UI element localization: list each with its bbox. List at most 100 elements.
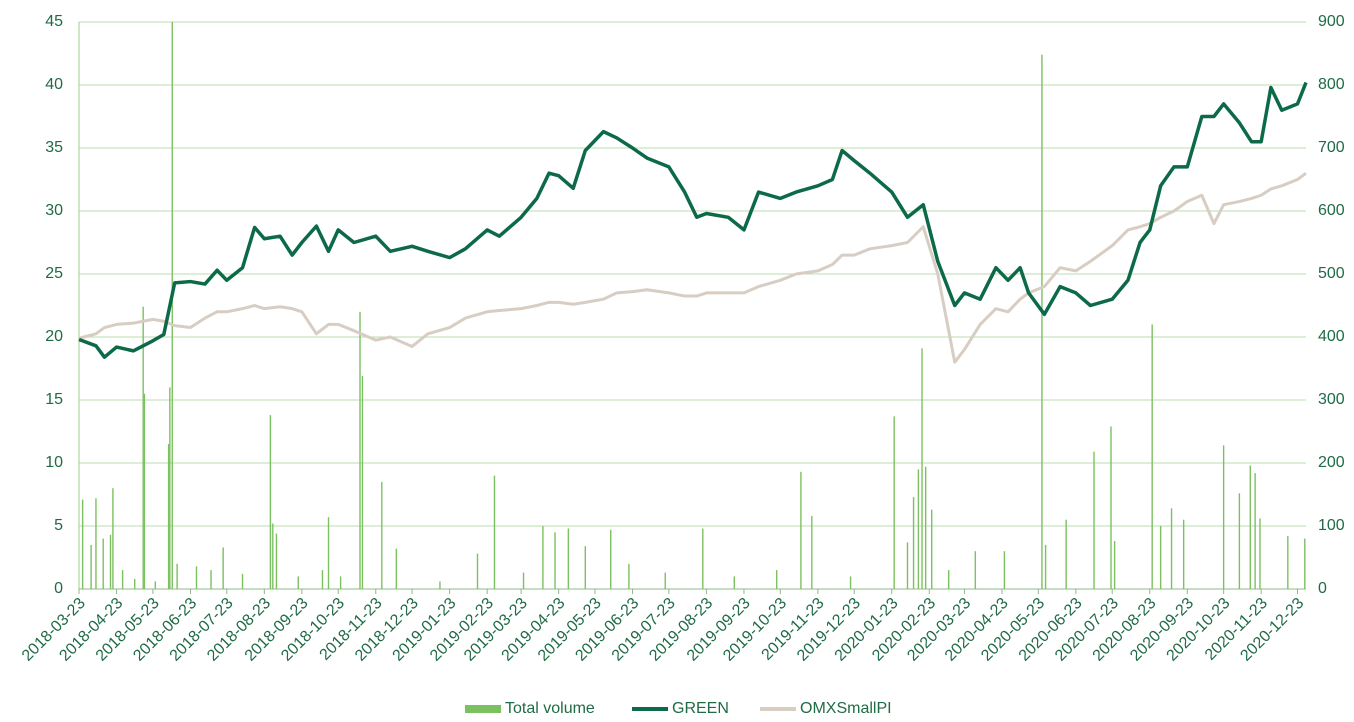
y-tick-label: 40 (45, 76, 63, 93)
volume-bar (134, 578, 136, 589)
legend-label: GREEN (672, 700, 729, 717)
volume-bar (893, 416, 895, 589)
volume-bar (95, 498, 97, 589)
y2-tick-label: 300 (1318, 391, 1345, 408)
volume-bar (81, 499, 84, 589)
volume-bar (906, 542, 909, 589)
volume-bar (1287, 536, 1289, 589)
volume-bar (921, 348, 923, 589)
y-tick-label: 15 (45, 391, 63, 408)
volume-bar (1238, 493, 1241, 589)
volume-bar (1093, 451, 1095, 589)
y-tick-label: 45 (45, 13, 63, 30)
y2-tick-label: 400 (1318, 328, 1345, 345)
volume-bar (924, 466, 927, 589)
y-tick-label: 5 (54, 517, 63, 534)
volume-bar (222, 547, 224, 589)
line-series (78, 171, 1307, 364)
volume-bar (493, 475, 496, 589)
y-tick-label: 35 (45, 139, 63, 156)
volume-bar (167, 444, 170, 589)
volume-bar (522, 572, 525, 589)
y-tick-label: 20 (45, 328, 63, 345)
volume-bar (143, 393, 146, 589)
volume-bar (1041, 54, 1043, 589)
volume-bar (1259, 518, 1261, 589)
volume-bar (567, 528, 570, 589)
y2-tick-label: 600 (1318, 202, 1345, 219)
volume-bar (849, 576, 852, 589)
volume-bar (1065, 519, 1067, 589)
volume-bar (1159, 526, 1162, 589)
volume-bar (90, 544, 92, 589)
volume-bar (210, 570, 212, 589)
volume-bar (917, 469, 920, 589)
volume-bar (947, 570, 950, 589)
y2-tick-label: 900 (1318, 13, 1345, 30)
y2-tick-label: 800 (1318, 76, 1345, 93)
volume-bar (1113, 541, 1116, 589)
y-tick-label: 30 (45, 202, 63, 219)
volume-bar (912, 497, 915, 589)
volume-bar (102, 538, 104, 589)
volume-bar (339, 576, 342, 589)
volume-bar (542, 526, 544, 589)
volume-bar (811, 515, 813, 589)
volume-bar (775, 570, 778, 589)
volume-bar (733, 576, 735, 589)
y2-tick-label: 200 (1318, 454, 1345, 471)
volume-bar (584, 546, 587, 589)
volume-bar (154, 581, 157, 589)
volume-bar (361, 376, 364, 589)
y-tick-label: 25 (45, 265, 63, 282)
line-series (78, 81, 1308, 359)
y2-tick-label: 0 (1318, 580, 1327, 597)
volume-bar (1182, 519, 1185, 589)
legend-label: Total volume (505, 700, 595, 717)
volume-bar (554, 532, 556, 589)
volume-bar (169, 387, 171, 589)
volume-bar (1003, 551, 1006, 589)
volume-bar (109, 534, 112, 589)
volume-bar (931, 509, 933, 589)
volume-bar (974, 551, 977, 589)
volume-bar (297, 576, 299, 589)
volume-bar (439, 581, 441, 589)
volume-bar (702, 528, 704, 589)
volume-bar (1044, 544, 1047, 589)
volume-bar (269, 415, 272, 589)
volume-bar (381, 481, 383, 589)
volume-bar (1170, 508, 1173, 589)
volume-bar (112, 488, 114, 589)
volume-bar (195, 566, 198, 589)
volume-bar (321, 570, 324, 589)
volume-bar (628, 563, 630, 589)
volume-bar (476, 553, 479, 589)
volume-bar (1304, 538, 1306, 589)
volume-bar (121, 570, 124, 589)
legend-swatch (465, 705, 501, 713)
y2-tick-label: 700 (1318, 139, 1345, 156)
volume-bar (327, 517, 330, 589)
volume-bar (1151, 324, 1153, 589)
volume-bar (1254, 473, 1256, 589)
y2-tick-label: 500 (1318, 265, 1345, 282)
y-tick-label: 0 (54, 580, 63, 597)
volume-bar (800, 471, 802, 589)
volume-bar (1110, 426, 1112, 589)
volume-bar (359, 311, 361, 589)
volume-bar (272, 523, 274, 589)
volume-bar (664, 572, 666, 589)
volume-bar (241, 573, 244, 589)
volume-bar (275, 533, 278, 589)
volume-bar (176, 563, 178, 589)
legend-label: OMXSmallPI (800, 700, 892, 717)
volume-bar (142, 306, 144, 589)
volume-bar (610, 529, 612, 589)
y-tick-label: 10 (45, 454, 63, 471)
volume-bar (395, 548, 398, 589)
volume-bar (171, 22, 173, 589)
y2-tick-label: 100 (1318, 517, 1345, 534)
volume-bar (1222, 445, 1225, 589)
